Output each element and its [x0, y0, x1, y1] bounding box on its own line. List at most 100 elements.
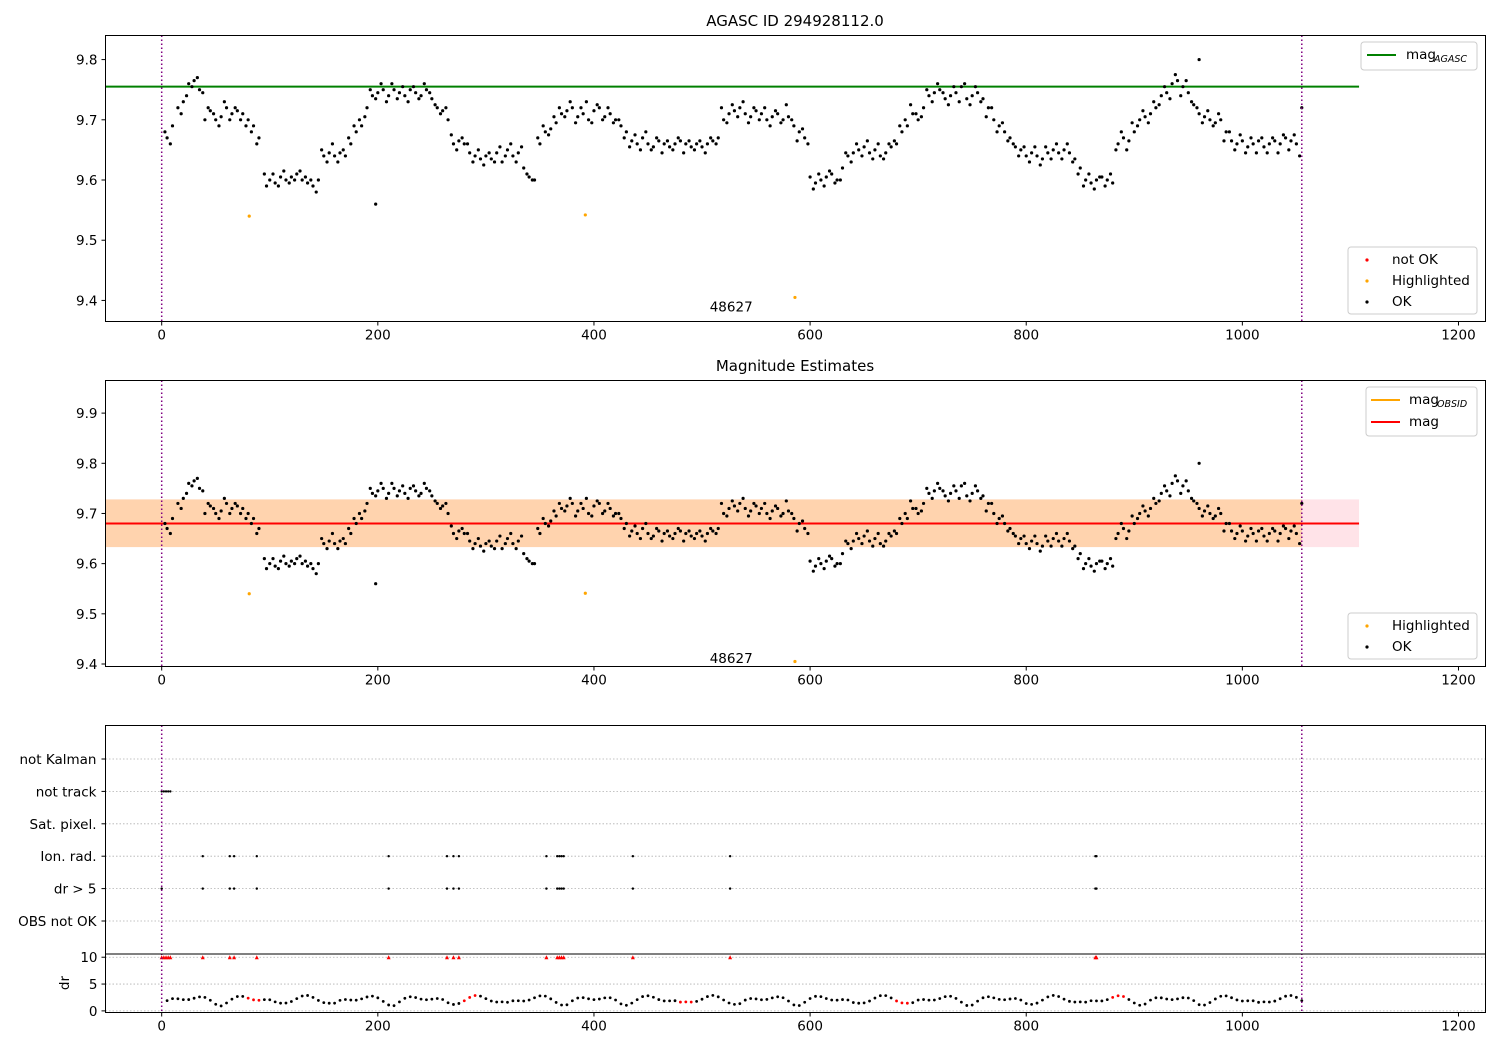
dr-point: [1240, 999, 1244, 1003]
ok-point: [865, 529, 869, 533]
dr-point: [868, 999, 871, 1003]
ok-point: [676, 526, 680, 531]
ok-point: [822, 567, 826, 571]
ok-point: [549, 519, 553, 523]
dr-point: [349, 998, 353, 1002]
dr-point: [803, 1000, 807, 1004]
ok-point: [509, 531, 513, 536]
y-tick-label: 9.4: [76, 657, 97, 673]
ok-point: [1283, 136, 1288, 140]
dr-point: [203, 995, 207, 999]
ok-point: [803, 526, 807, 531]
ok-point: [973, 85, 978, 89]
flag-point: [162, 790, 166, 793]
x-tick-label: 400: [581, 328, 607, 344]
ok-point: [630, 529, 634, 533]
ok-point: [867, 539, 872, 543]
ok-point: [246, 118, 250, 122]
dr-point: [344, 998, 347, 1001]
ok-point: [908, 499, 913, 503]
ok-point: [657, 529, 661, 533]
ok-point: [1219, 511, 1223, 516]
ok-point: [314, 572, 318, 576]
ok-point: [738, 501, 742, 506]
dr-point: [738, 1002, 742, 1006]
flag-point: [201, 887, 204, 890]
ok-point: [871, 157, 875, 161]
ok-point: [806, 142, 810, 146]
dr-point: [1122, 995, 1125, 998]
ok-point: [249, 521, 253, 526]
dr-point: [1219, 994, 1223, 998]
dr-point: [986, 995, 990, 999]
dr-point: [851, 1001, 855, 1004]
ok-point: [671, 536, 675, 541]
y-tick-label: 9.4: [76, 293, 97, 309]
ok-point: [1281, 133, 1286, 137]
ok-point: [871, 544, 875, 548]
ok-point: [579, 501, 583, 506]
ok-point: [860, 154, 864, 158]
ok-point: [457, 529, 461, 533]
ok-point: [1105, 562, 1109, 566]
ok-point: [441, 109, 445, 113]
dr-point: [679, 1000, 682, 1004]
ok-point: [736, 509, 740, 513]
ok-point: [573, 514, 578, 518]
ok-point: [390, 481, 394, 485]
ok-point: [365, 501, 369, 506]
ok-point: [709, 526, 713, 531]
dr-capped-marker: [444, 955, 449, 960]
ok-point: [322, 541, 326, 546]
ok-point: [233, 501, 237, 506]
highlighted-point: [793, 295, 797, 300]
ok-point: [603, 115, 607, 119]
ok-point: [965, 494, 969, 498]
dr-capped-marker: [386, 955, 391, 960]
flag-point: [728, 887, 732, 890]
ok-point: [586, 511, 591, 516]
ok-point: [195, 476, 199, 480]
ok-point: [222, 496, 226, 501]
ok-point: [552, 509, 556, 513]
flag-point: [387, 887, 390, 890]
y-tick-label: 5: [89, 977, 98, 993]
ok-point: [530, 562, 534, 566]
ok-point: [489, 544, 493, 548]
ok-point: [925, 486, 929, 490]
ok-point: [384, 100, 389, 104]
ok-point: [692, 148, 697, 152]
ok-point: [314, 190, 318, 194]
ok-point: [633, 133, 637, 137]
ok-point: [1111, 181, 1115, 185]
ok-point: [1211, 124, 1215, 128]
ok-point: [698, 139, 702, 143]
ok-point: [241, 506, 245, 511]
dr-point: [889, 996, 893, 1000]
ok-point: [444, 501, 448, 506]
ok-point: [1035, 154, 1039, 158]
dr-point: [819, 995, 823, 999]
ok-point: [1060, 157, 1064, 161]
ok-point: [395, 97, 399, 101]
ok-point: [552, 115, 556, 119]
ok-point: [179, 506, 183, 511]
ok-point: [1292, 524, 1296, 528]
ok-point: [813, 181, 818, 185]
ok-point: [322, 154, 326, 158]
legend-label: mag: [1406, 47, 1436, 63]
ok-point: [1260, 136, 1264, 140]
ok-point: [230, 506, 234, 511]
ok-point: [1116, 531, 1120, 536]
dr-point: [500, 1000, 504, 1004]
ok-point: [1186, 91, 1190, 95]
ok-point: [1011, 531, 1015, 536]
ok-point: [303, 559, 308, 563]
dr-point: [198, 995, 201, 999]
ok-point: [559, 112, 564, 116]
ok-point: [894, 531, 899, 536]
dr-point: [1230, 996, 1233, 1000]
dr-point: [781, 996, 785, 1000]
ok-point: [338, 539, 342, 543]
ok-point: [1008, 526, 1012, 531]
